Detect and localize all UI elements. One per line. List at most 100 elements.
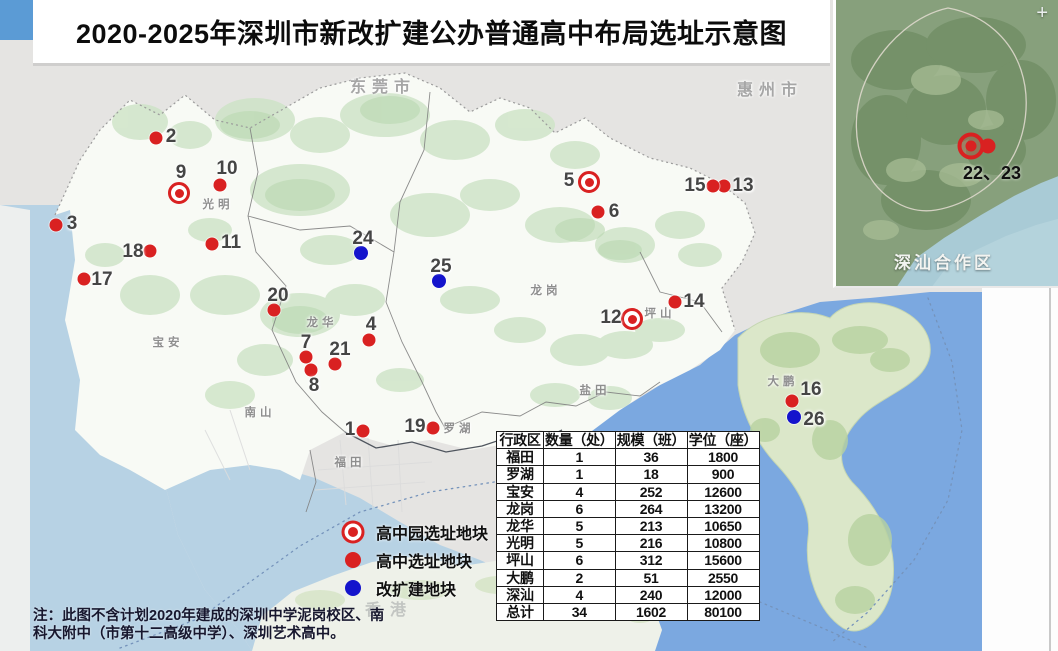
region-label-南山: 南山: [244, 407, 276, 419]
marker-1[interactable]: [356, 424, 370, 438]
legend-dot: [345, 580, 361, 596]
row-header: 龙华: [496, 516, 544, 536]
marker-18[interactable]: [143, 244, 157, 258]
marker-17[interactable]: [77, 272, 91, 286]
inset-caption: 深汕合作区: [894, 253, 994, 273]
footnote-line-2: 科大附中（市第十二高级中学）、深圳艺术高中。: [33, 626, 345, 642]
table-row: 龙华 5 213 10650: [496, 516, 760, 536]
inset-map-shenshan: 22、23 深汕合作区 +: [833, 0, 1058, 288]
marker-label-14: 14: [683, 291, 705, 312]
row-header: 宝安: [496, 482, 544, 501]
cell: 4: [543, 585, 616, 604]
cell: 1800: [686, 448, 760, 467]
marker-label-8: 8: [308, 375, 320, 396]
marker-label-13: 13: [732, 175, 754, 196]
table-row: 光明 5 216 10800: [496, 534, 760, 553]
table-row: 坪山 6 312 15600: [496, 551, 760, 570]
marker-19[interactable]: [426, 421, 440, 435]
blue-dot-icon: [341, 576, 365, 600]
marker-label-9: 9: [175, 162, 187, 183]
corner-accent-block: [0, 0, 33, 40]
marker-15[interactable]: [706, 179, 720, 193]
region-label-惠州市: 惠州市: [736, 82, 804, 99]
region-label-龙岗: 龙岗: [530, 285, 562, 297]
region-label-福田: 福田: [334, 457, 366, 469]
marker-label-26: 26: [803, 409, 825, 430]
legend-label: 改扩建地块: [376, 582, 457, 599]
region-label-盐田: 盐田: [579, 385, 611, 397]
marker-26[interactable]: [787, 410, 801, 424]
column-header: 行政区: [496, 430, 544, 450]
marker-label-1: 1: [344, 419, 356, 440]
marker-label-7: 7: [300, 332, 312, 353]
legend-item-3: 改扩建地块: [341, 574, 488, 602]
cell: 1602: [614, 602, 688, 622]
row-header: 龙岗: [496, 499, 544, 518]
marker-7[interactable]: [299, 350, 313, 364]
marker-24[interactable]: [354, 246, 368, 260]
cell: 312: [614, 551, 688, 570]
marker-label-6: 6: [608, 201, 620, 222]
marker-9[interactable]: [168, 182, 190, 204]
marker-5[interactable]: [578, 171, 600, 193]
region-label-东莞市: 东莞市: [349, 79, 417, 96]
row-header: 大鹏: [496, 568, 544, 587]
marker-label-24: 24: [352, 228, 374, 249]
marker-12[interactable]: [621, 308, 643, 330]
cell: 213: [614, 516, 688, 536]
cell: 4: [543, 482, 616, 501]
marker-11[interactable]: [205, 237, 219, 251]
marker-4[interactable]: [362, 333, 376, 347]
marker-21[interactable]: [328, 357, 342, 371]
table-row: 龙岗 6 264 13200: [496, 499, 760, 518]
marker-label-4: 4: [365, 314, 377, 335]
legend-ring-inner: [348, 527, 358, 537]
cell: 1: [543, 448, 616, 467]
marker-label-3: 3: [66, 213, 78, 234]
cell: 80100: [686, 602, 760, 622]
marker-3[interactable]: [49, 218, 63, 232]
marker-label-18: 18: [122, 241, 144, 262]
map-legend: 高中园选址地块 高中选址地块 改扩建地块: [341, 518, 488, 602]
legend-item-2: 高中选址地块: [341, 546, 488, 574]
marker-25[interactable]: [432, 274, 446, 288]
marker-label-15: 15: [684, 175, 706, 196]
table-row: 深汕 4 240 12000: [496, 585, 760, 604]
cell: 264: [614, 499, 688, 518]
cell: 900: [686, 465, 760, 484]
cell: 10800: [686, 534, 760, 553]
region-label-香港: 香港: [364, 602, 416, 619]
column-header: 数量（处）: [543, 430, 616, 450]
marker-13[interactable]: [717, 179, 731, 193]
marker-label-12: 12: [600, 307, 622, 328]
compass-icon: +: [1036, 2, 1048, 24]
cell: 5: [543, 516, 616, 536]
legend-label: 高中选址地块: [376, 554, 473, 571]
cell: 13200: [686, 499, 760, 518]
marker-2[interactable]: [149, 131, 163, 145]
red-dot-icon: [341, 548, 365, 572]
marker-label-16: 16: [800, 379, 822, 400]
marker-8[interactable]: [304, 363, 318, 377]
cell: 36: [614, 448, 688, 467]
cell: 1: [543, 465, 616, 484]
inset-marker-label: 22、23: [962, 163, 1022, 183]
table-row: 大鹏 2 51 2550: [496, 568, 760, 587]
marker-6[interactable]: [591, 205, 605, 219]
marker-10[interactable]: [213, 178, 227, 192]
inset-marker-23[interactable]: [980, 138, 996, 154]
row-header: 福田: [496, 448, 544, 467]
cell: 5: [543, 534, 616, 553]
marker-16[interactable]: [785, 394, 799, 408]
marker-label-2: 2: [165, 126, 177, 147]
marker-20[interactable]: [267, 303, 281, 317]
region-label-大鹏: 大鹏: [767, 376, 799, 388]
marker-label-20: 20: [267, 285, 289, 306]
region-label-龙华: 龙华: [306, 317, 338, 329]
footnote: 注：此图不含计划2020年建成的深圳中学泥岗校区、南 科大附中（市第十二高级中学）…: [33, 607, 384, 643]
page-title: 2020-2025年深圳市新改扩建公办普通高中布局选址示意图: [75, 19, 788, 49]
marker-label-21: 21: [329, 339, 351, 360]
row-header: 光明: [496, 534, 544, 553]
marker-14[interactable]: [668, 295, 682, 309]
